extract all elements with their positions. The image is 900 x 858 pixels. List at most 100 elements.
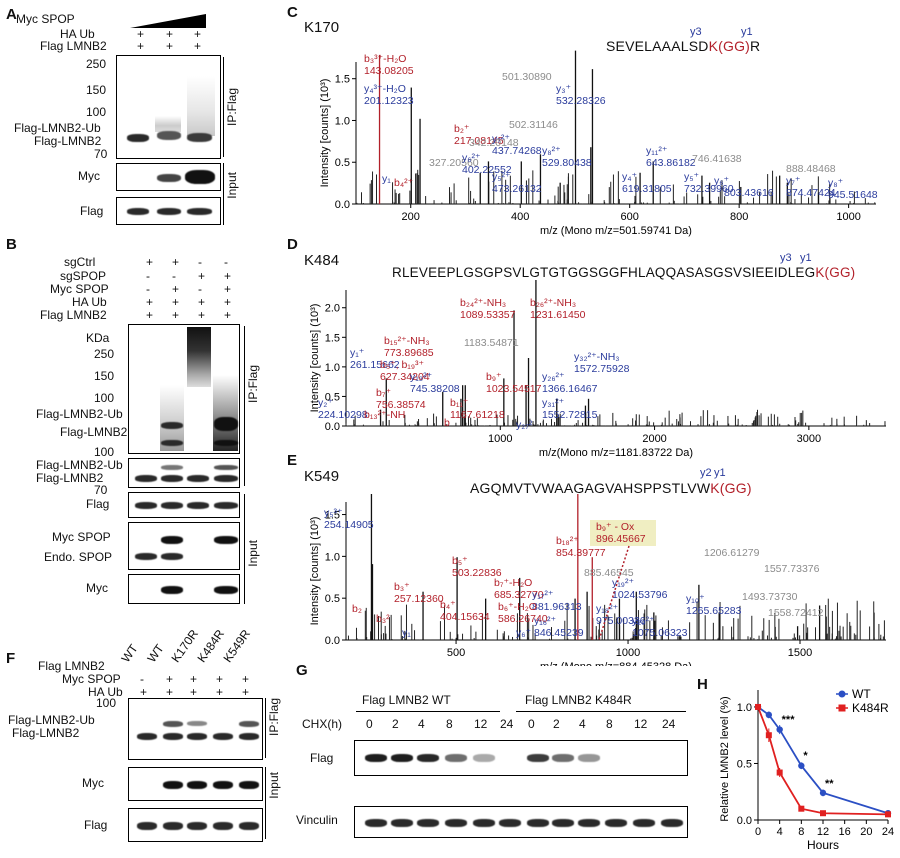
leader-line [598,545,630,641]
sign: + [137,27,145,41]
row-label-ha-ub: HA Ub [60,27,95,41]
blot-f-ip [128,698,263,760]
mw-marker: 150 [94,369,115,383]
peak-annotation: b₇⁺ [376,387,391,399]
x-tick-label: 1500 [788,647,812,659]
blot-band [578,754,600,762]
blot-band [605,819,627,827]
sign: + [242,672,250,686]
row-label: Myc SPOP [50,282,109,296]
peak-annotation: 437.74268 [492,145,542,157]
peak-annotation: y₁₈²⁺ [596,603,619,615]
sign: + [166,672,174,686]
y-axis-label: Intensity [counts] (10³) [309,517,321,626]
sign: + [224,282,232,296]
blot-f-myc [128,767,263,801]
peak-annotation: 643.86182 [646,157,696,169]
peak-annotation: y₄⁺ [622,171,638,183]
blot-band [633,819,655,827]
peak-annotation: 874.47424 [786,187,836,199]
peak-annotation: 1558.72412 [768,607,824,619]
data-point-k484r [755,703,761,710]
peak-annotation: 1167.61218 [450,409,505,421]
peak-annotation: 586.26740 [498,613,548,625]
sign: + [172,282,180,296]
input-label: Input [246,540,260,567]
peak-annotation: 254.14905 [324,519,374,531]
peak-annotation: 502.31146 [509,119,558,131]
sign: + [172,308,180,322]
site-label: K549 [304,468,340,485]
blot-label-endo-spop: Endo. SPOP [44,550,113,564]
time-point: 2 [553,717,560,731]
peak-annotation: b₇⁺-H₂O [494,577,532,589]
blot-band [445,819,467,827]
blot-band [527,754,549,762]
x-tick-label: 0 [755,826,761,838]
data-point-wt [798,762,805,769]
peak-annotation: 1493.73730 [742,591,798,603]
peak-annotation: 756.38574 [376,399,426,411]
data-point-k484r [820,810,826,817]
y-tick-label: 1.0 [737,702,752,714]
peak-annotation: 143.08205 [364,65,414,77]
time-point: 24 [662,717,676,731]
x-tick-label: 500 [447,647,465,659]
ion-label: y3 [780,252,792,264]
x-tick-label: 24 [882,826,894,838]
blot-b-ip-short [128,458,240,488]
x-tick-label: 1000 [836,211,860,223]
peak-annotation: b₃³⁺-H₂O [364,53,406,65]
blot-band [552,819,574,827]
sign: + [140,685,148,699]
data-point-wt [776,726,783,733]
blot-band [391,754,413,762]
data-point-k484r [798,805,805,812]
peak-annotation: y₅³⁺ [324,507,343,519]
mw-marker: 70 [94,147,108,161]
sign: - [146,282,150,296]
peak-annotation: y₂₀²⁺ [632,615,655,627]
mw-marker: 100 [94,391,115,405]
sign: + [194,27,202,41]
time-point: 8 [446,717,453,731]
peak-annotation: b₄⁺ [440,599,456,611]
group-label-k484r: Flag LMNB2 K484R [525,693,632,707]
y-tick-label: 0.5 [737,758,752,770]
peak-annotation: b₂⁺ [454,123,470,135]
mw-marker: 250 [86,57,107,71]
band-label-ub: Flag-LMNB2-Ub [36,407,123,421]
sign: + [146,255,154,269]
x-tick-label: 2000 [642,433,666,445]
x-tick-label: 400 [511,211,529,223]
peak-annotation: y₁⁺ [350,347,365,359]
peak-annotation: b₂₆²⁺-NH₃ [530,297,576,309]
sign: + [172,255,180,269]
peak-annotation: 224.10298 [318,409,368,421]
ion-label: y3 [690,26,702,38]
y-tick-label: 2.0 [325,303,340,315]
x-axis-label: m/z (Mono m/z=884.45328 Da) [540,661,692,666]
peak-annotation: b₁₈²⁺ [556,535,579,547]
spectrum-d: 2.0 1.5 1.0 0.5 0.0 1000 2000 3000 Intensity [co… [309,280,886,459]
significance-marker: ** [825,778,834,790]
peak-annotation: y₃₁²⁺ [542,397,565,409]
y-tick-label: 0.5 [325,391,340,403]
blot-band [417,819,439,827]
peak-annotation: 217.08145 [454,135,504,147]
peak-annotation: y₂₇² [516,419,533,431]
sign: - [198,282,202,296]
x-tick-label: 800 [730,211,748,223]
peak-annotation: 846.45239 [534,627,584,639]
sign: + [194,39,202,53]
peak-annotation: 685.32770 [494,589,544,601]
blot-band [552,754,574,762]
y-tick-label: 1.0 [335,115,350,127]
time-point: 0 [528,717,535,731]
peak-annotation: b₅⁺ [452,555,468,567]
time-point: 0 [366,717,373,731]
time-point: 4 [418,717,425,731]
peak-annotation: y₁ [382,173,391,185]
x-axis-label: m/z (Mono m/z=501.59741 Da) [540,225,692,237]
series-line-k484r [757,706,889,816]
